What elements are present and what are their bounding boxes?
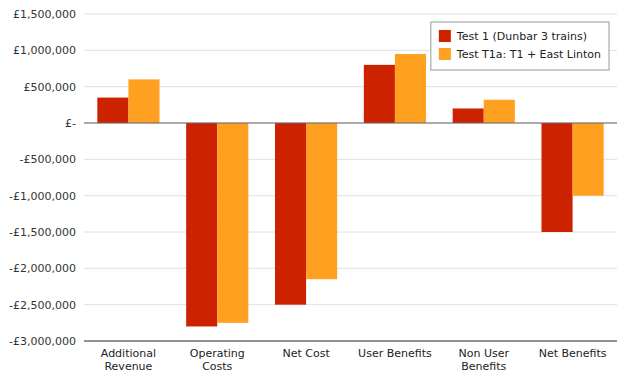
x-tick-label-line: Benefits xyxy=(461,360,506,373)
y-tick-label: £1,500,000 xyxy=(13,8,76,21)
grid-line xyxy=(84,232,617,233)
grid-line xyxy=(84,14,617,15)
bar xyxy=(97,98,128,123)
legend-swatch xyxy=(439,30,451,42)
bar xyxy=(275,123,306,305)
grid-line xyxy=(84,195,617,196)
y-tick-label: -£2,500,000 xyxy=(9,299,76,312)
grid-line xyxy=(84,159,617,160)
y-tick-label: £1,000,000 xyxy=(13,44,76,57)
grid-line xyxy=(84,268,617,269)
legend-swatch xyxy=(439,48,451,60)
bar xyxy=(453,108,484,123)
y-tick-label: -£1,500,000 xyxy=(9,226,76,239)
grid-line xyxy=(84,304,617,305)
bar xyxy=(395,54,426,123)
x-tick-label: Non UserBenefits xyxy=(459,347,510,373)
x-tick-label: OperatingCosts xyxy=(190,347,245,373)
x-tick-label-line: Net Benefits xyxy=(539,347,607,360)
grid-line xyxy=(84,86,617,87)
bar xyxy=(306,123,337,279)
x-tick-label-line: Additional xyxy=(101,347,156,360)
y-tick-label: -£500,000 xyxy=(20,153,76,166)
bar xyxy=(573,123,604,196)
bar xyxy=(364,65,395,123)
bar xyxy=(541,123,572,232)
y-tick-label: £500,000 xyxy=(24,81,77,94)
x-axis-line xyxy=(84,341,617,342)
legend-label: Test T1a: T1 + East Linton xyxy=(456,48,601,61)
x-tick-label-line: Operating xyxy=(190,347,245,360)
y-tick-label: -£3,000,000 xyxy=(9,335,76,348)
y-tick-label: £- xyxy=(65,117,76,130)
bar xyxy=(186,123,217,326)
x-tick-label-line: Non User xyxy=(459,347,510,360)
x-tick-label-line: Costs xyxy=(202,360,232,373)
bar xyxy=(128,79,159,123)
bar xyxy=(484,100,515,123)
x-tick-label: Net Benefits xyxy=(539,347,607,360)
legend-box xyxy=(431,22,609,70)
y-tick-label: -£2,000,000 xyxy=(9,262,76,275)
x-tick-label: AdditionalRevenue xyxy=(101,347,156,373)
x-tick-label: User Benefits xyxy=(358,347,432,360)
plot-area xyxy=(84,14,617,341)
x-tick-label: Net Cost xyxy=(282,347,330,360)
grid-line xyxy=(84,123,617,124)
legend-label: Test 1 (Dunbar 3 trains) xyxy=(456,30,587,43)
grid-line xyxy=(84,341,617,342)
bars xyxy=(97,54,603,327)
bar xyxy=(217,123,248,323)
y-tick-label: -£1,000,000 xyxy=(9,190,76,203)
x-tick-label-line: Net Cost xyxy=(282,347,330,360)
x-tick-label-line: Revenue xyxy=(104,360,152,373)
x-tick-label-line: User Benefits xyxy=(358,347,432,360)
zero-line xyxy=(84,123,617,124)
chart: -£3,000,000 -£2,500,000 -£2,000,000 -£1,500… xyxy=(0,0,631,385)
legend: Test 1 (Dunbar 3 trains) Test T1a: T1 + E… xyxy=(431,22,609,70)
